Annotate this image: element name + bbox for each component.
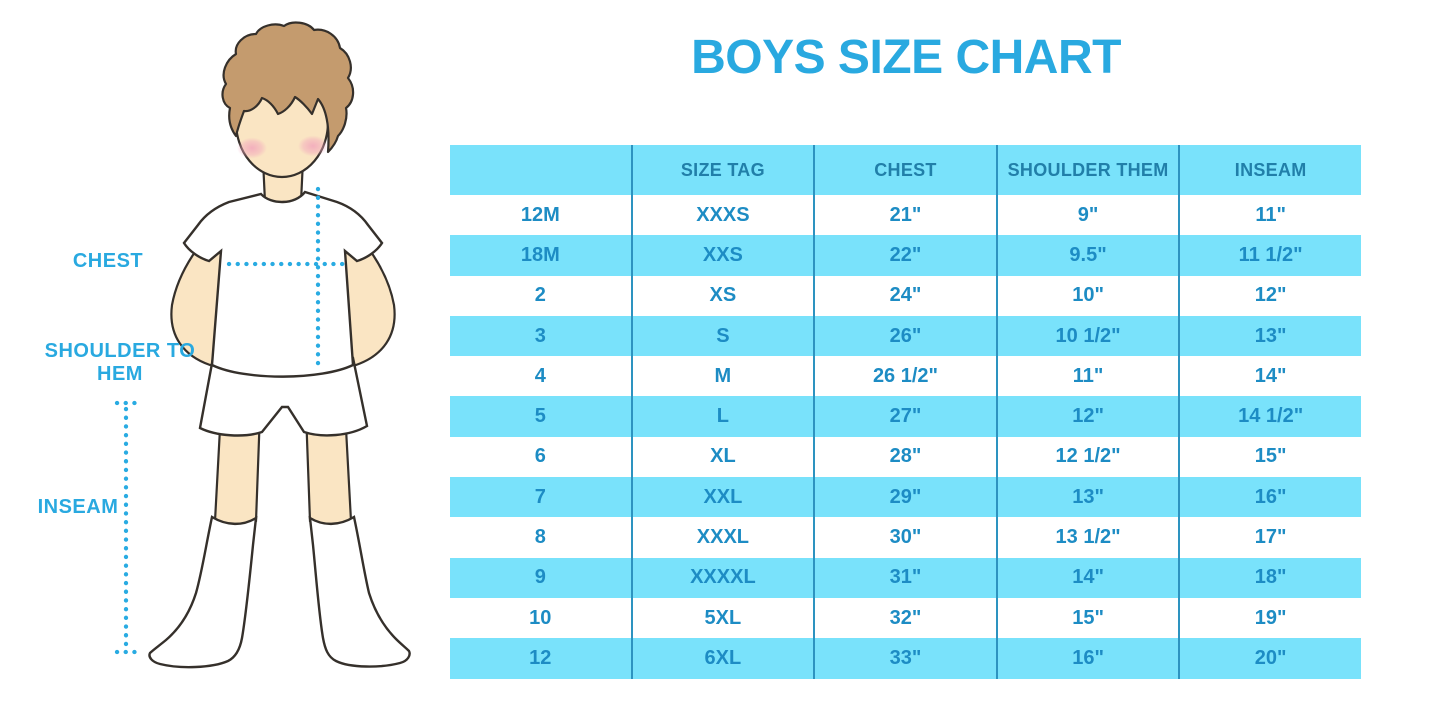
table-cell: 33" bbox=[813, 638, 996, 679]
table-cell: XXL bbox=[630, 477, 814, 518]
table-row: 7 XXL 29" 13" 16" bbox=[450, 477, 1361, 518]
column-header: CHEST bbox=[813, 145, 996, 195]
table-cell: 26" bbox=[813, 315, 996, 357]
table-cell: 7 bbox=[534, 485, 546, 508]
table-cell: 31" bbox=[813, 557, 996, 598]
table-cell: 9" bbox=[995, 195, 1179, 236]
table-cell: 17" bbox=[1178, 517, 1361, 558]
table-header-row: SIZE TAG CHEST SHOULDER THEM INSEAM bbox=[450, 145, 1361, 195]
size-table: SIZE TAG CHEST SHOULDER THEM INSEAM 12M XXXS 2… bbox=[450, 145, 1361, 679]
table-cell: 4 bbox=[534, 364, 546, 387]
table-cell: 2 bbox=[534, 284, 546, 307]
table-cell: 11" bbox=[1178, 195, 1361, 236]
table-cell: 18" bbox=[1178, 557, 1361, 598]
table-row: 9 XXXXL 31" 14" 18" bbox=[450, 557, 1361, 598]
table-cell: 14" bbox=[995, 557, 1179, 598]
table-row: 5 L 27" 12" 14 1/2" bbox=[450, 396, 1361, 437]
table-cell: 14 1/2" bbox=[1178, 396, 1361, 437]
table-cell: 11 1/2" bbox=[1178, 235, 1361, 276]
column-header: INSEAM bbox=[1178, 145, 1361, 195]
table-cell: XL bbox=[630, 436, 814, 478]
boy-shirt bbox=[182, 190, 384, 378]
table-cell: 8 bbox=[534, 526, 546, 549]
table-cell: 26 1/2" bbox=[813, 356, 996, 397]
table-cell: 10 bbox=[529, 606, 552, 629]
table-cell: 27" bbox=[813, 396, 996, 437]
table-cell: 9 bbox=[534, 566, 546, 589]
table-cell: 13 1/2" bbox=[995, 517, 1179, 558]
column-header: SHOULDER THEM bbox=[995, 145, 1179, 195]
table-cell: 21" bbox=[813, 195, 996, 236]
table-cell: 15" bbox=[1178, 436, 1361, 478]
table-cell: 22" bbox=[813, 235, 996, 276]
table-cell: 3 bbox=[534, 324, 546, 347]
boy-right-sock bbox=[308, 515, 411, 668]
table-cell: 6 bbox=[534, 445, 546, 468]
table-cell: 9.5" bbox=[995, 235, 1179, 276]
table-row: 10 5XL 32" 15" 19" bbox=[450, 597, 1361, 639]
table-row: 12 6XL 33" 16" 20" bbox=[450, 638, 1361, 679]
table-cell: 20" bbox=[1178, 638, 1361, 679]
table-row: 12M XXXS 21" 9" 11" bbox=[450, 195, 1361, 236]
table-row: 2 XS 24" 10" 12" bbox=[450, 275, 1361, 316]
boy-left-sock bbox=[148, 515, 258, 669]
boy-hair bbox=[221, 21, 355, 154]
table-cell: S bbox=[630, 315, 814, 357]
table-cell: 16" bbox=[1178, 477, 1361, 518]
boy-illustration bbox=[114, 21, 411, 669]
boy-left-cheek-blush bbox=[237, 137, 267, 159]
table-cell: 5XL bbox=[630, 597, 814, 639]
table-cell: 10" bbox=[995, 275, 1179, 316]
table-cell: 18M bbox=[520, 243, 560, 266]
table-cell: 15" bbox=[995, 597, 1179, 639]
table-cell: 12" bbox=[1178, 275, 1361, 316]
boy-shorts bbox=[198, 356, 369, 437]
page-title: BOYS SIZE CHART bbox=[691, 31, 1121, 84]
table-cell: 13" bbox=[995, 477, 1179, 518]
table-cell: L bbox=[630, 396, 814, 437]
table-cell: XS bbox=[630, 275, 814, 316]
table-cell: 5 bbox=[534, 405, 546, 428]
table-cell: XXXL bbox=[630, 517, 814, 558]
table-cell: 12M bbox=[520, 203, 560, 226]
table-row: 6 XL 28" 12 1/2" 15" bbox=[450, 436, 1361, 478]
measurement-lines bbox=[114, 186, 348, 655]
table-cell: 6XL bbox=[630, 638, 814, 679]
table-cell: 11" bbox=[995, 356, 1179, 397]
table-row: 4 M 26 1/2" 11" 14" bbox=[450, 356, 1361, 397]
table-cell: 14" bbox=[1178, 356, 1361, 397]
table-cell: 29" bbox=[813, 477, 996, 518]
table-cell: 28" bbox=[813, 436, 996, 478]
table-cell: 12 bbox=[529, 646, 552, 669]
column-header bbox=[450, 145, 631, 195]
table-cell: 32" bbox=[813, 597, 996, 639]
table-cell: 16" bbox=[995, 638, 1179, 679]
table-cell: 12 1/2" bbox=[995, 436, 1179, 478]
table-row: 18M XXS 22" 9.5" 11 1/2" bbox=[450, 235, 1361, 276]
table-cell: 13" bbox=[1178, 315, 1361, 357]
table-cell: M bbox=[630, 356, 814, 397]
table-cell: 30" bbox=[813, 517, 996, 558]
table-cell: XXS bbox=[630, 235, 814, 276]
shoulder-to-hem-label: SHOULDER TO HEM bbox=[44, 340, 196, 385]
chest-label: CHEST bbox=[72, 250, 144, 272]
table-cell: 24" bbox=[813, 275, 996, 316]
boy-right-cheek-blush bbox=[298, 135, 328, 157]
column-header: SIZE TAG bbox=[630, 145, 814, 195]
table-cell: 12" bbox=[995, 396, 1179, 437]
table-row: 3 S 26" 10 1/2" 13" bbox=[450, 315, 1361, 357]
inseam-label: INSEAM bbox=[37, 496, 119, 518]
table-cell: 10 1/2" bbox=[995, 315, 1179, 357]
table-row: 8 XXXL 30" 13 1/2" 17" bbox=[450, 517, 1361, 558]
table-cell: 19" bbox=[1178, 597, 1361, 639]
table-cell: XXXXL bbox=[630, 557, 814, 598]
table-cell: XXXS bbox=[630, 195, 814, 236]
